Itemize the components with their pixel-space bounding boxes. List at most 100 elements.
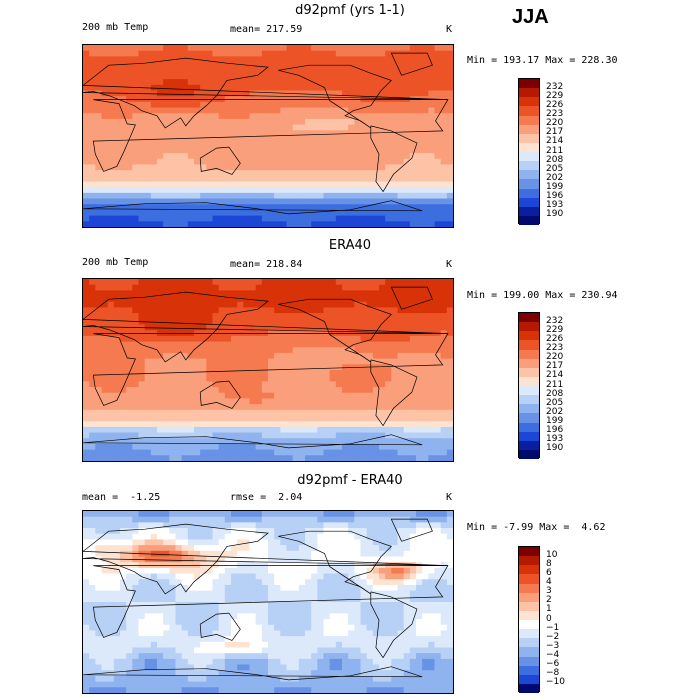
field-cell	[391, 45, 399, 52]
field-cell	[323, 290, 331, 297]
field-cell	[120, 90, 127, 97]
field-cell	[440, 296, 448, 303]
field-cell	[372, 147, 380, 154]
field-cell	[218, 50, 226, 57]
field-cell	[120, 432, 127, 439]
field-cell	[268, 324, 275, 331]
field-cell	[280, 67, 288, 75]
field-cell	[268, 607, 275, 614]
field-cell	[354, 187, 362, 194]
field-cell	[329, 392, 337, 400]
field-cell	[138, 409, 146, 417]
field-cell	[163, 545, 170, 552]
field-cell	[224, 511, 232, 518]
field-cell	[268, 545, 275, 552]
field-cell	[372, 443, 380, 451]
field-cell	[243, 573, 251, 580]
field-cell	[416, 130, 423, 137]
field-cell	[231, 45, 238, 52]
field-cell	[255, 187, 263, 194]
field-cell	[120, 511, 127, 518]
field-cell	[317, 175, 325, 183]
field-cell	[434, 170, 442, 177]
field-cell	[206, 56, 214, 63]
field-cell	[403, 221, 411, 227]
field-cell	[397, 107, 405, 114]
field-cell	[280, 511, 288, 518]
field-cell	[391, 522, 399, 529]
field-cell	[212, 84, 220, 92]
field-cell	[323, 443, 331, 451]
field-cell	[335, 101, 343, 109]
field-cell	[101, 170, 109, 177]
field-cell	[379, 215, 386, 222]
field-cell	[335, 56, 343, 63]
field-cell	[163, 221, 170, 227]
field-cell	[440, 279, 448, 286]
field-cell	[249, 370, 257, 377]
field-cell	[409, 443, 417, 451]
field-cell	[138, 313, 146, 320]
field-cell	[144, 443, 152, 451]
field-cell	[446, 175, 453, 183]
field-cell	[372, 279, 380, 286]
field-cell	[237, 113, 244, 120]
field-cell	[132, 409, 140, 417]
field-cell	[403, 62, 411, 69]
field-cell	[354, 392, 362, 400]
field-cell	[434, 62, 442, 69]
field-cell	[113, 426, 121, 434]
field-cell	[311, 567, 318, 575]
field-cell	[187, 324, 195, 331]
field-cell	[138, 170, 146, 177]
field-cell	[422, 307, 429, 314]
field-cell	[335, 313, 343, 320]
field-cell	[261, 187, 269, 194]
field-cell	[298, 79, 306, 86]
field-cell	[298, 370, 306, 377]
field-cell	[440, 101, 448, 109]
field-cell	[224, 118, 232, 126]
field-cell	[335, 545, 343, 552]
field-cell	[268, 335, 275, 343]
field-cell	[200, 533, 207, 541]
field-cell	[323, 307, 331, 314]
field-cell	[317, 204, 325, 211]
field-cell	[323, 550, 331, 558]
field-cell	[144, 198, 152, 205]
field-cell	[385, 124, 392, 131]
field-cell	[446, 215, 453, 222]
field-cell	[187, 370, 195, 377]
field-cell	[385, 209, 392, 217]
field-cell	[323, 381, 331, 388]
field-cell	[175, 545, 183, 552]
field-cell	[255, 79, 263, 86]
colorbar-cell	[519, 124, 539, 134]
field-cell	[107, 516, 115, 523]
field-cell	[311, 539, 318, 546]
field-cell	[409, 370, 417, 377]
field-cell	[231, 579, 238, 586]
field-cell	[422, 381, 429, 388]
field-cell	[224, 449, 232, 456]
colorbar-cell	[519, 331, 539, 341]
field-cell	[286, 147, 294, 154]
field-cell	[348, 204, 355, 211]
field-cell	[181, 192, 189, 200]
field-cell	[89, 136, 96, 143]
field-cell	[440, 313, 448, 320]
field-cell	[292, 415, 300, 422]
field-cell	[422, 415, 429, 422]
field-cell	[403, 301, 411, 309]
field-cell	[132, 539, 140, 546]
field-cell	[403, 101, 411, 109]
field-cell	[440, 221, 448, 227]
colorbar-tick-label: 202	[546, 172, 564, 183]
field-cell	[237, 392, 244, 400]
field-cell	[212, 511, 220, 518]
field-cell	[138, 56, 146, 63]
field-cell	[101, 209, 109, 217]
field-cell	[323, 584, 331, 592]
field-cell	[342, 192, 349, 200]
field-cell	[329, 221, 337, 227]
